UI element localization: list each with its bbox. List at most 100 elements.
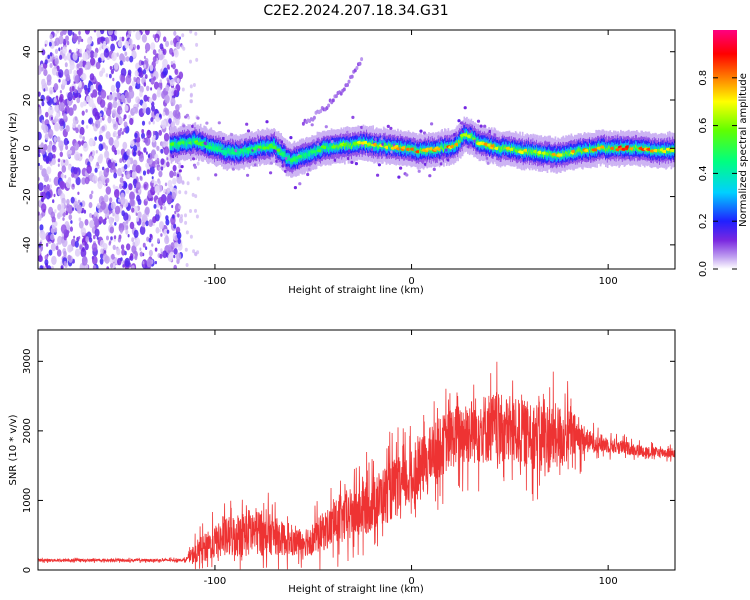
noise-blob [95,80,98,85]
noise-blob [184,190,188,195]
spectrogram-cell [192,136,195,143]
spectrogram-cell [566,151,568,155]
spectrogram-cell [548,152,551,156]
noise-blob [123,182,128,189]
noise-blob [39,224,44,231]
noise-blob [157,238,160,243]
noise-blob [145,50,148,54]
noise-blob [66,198,70,205]
noise-blob [81,256,88,266]
spectrogram-cell [606,148,609,152]
noise-blob [136,44,140,50]
noise-blob [38,131,42,141]
spectrogram-cell [502,145,505,151]
noise-blob [124,257,131,268]
noise-blob [67,230,70,234]
noise-blob [107,215,110,220]
noise-blob [57,158,61,163]
noise-blob [143,55,146,60]
noise-blob [58,78,61,83]
noise-blob [138,189,141,193]
spectrogram-cell [499,149,502,153]
noise-blob [141,213,148,223]
noise-blob [57,212,61,220]
noise-blob [177,238,181,245]
noise-blob [79,61,83,68]
spectrogram-cell [473,137,475,141]
noise-blob [98,134,104,142]
spectrogram-cell [500,146,503,150]
noise-blob [38,255,43,262]
spectrogram-cell [413,147,416,153]
noise-blob [107,30,114,36]
spectrogram-cell [578,149,581,153]
noise-blob [143,147,147,153]
noise-blob [87,87,91,93]
spectrogram-scatter [399,137,404,141]
noise-blob [148,237,152,243]
noise-blob [100,174,104,181]
spectrogram-cell [589,147,591,150]
noise-blob [125,187,130,194]
spectrogram-cell [443,148,445,152]
spectrogram-cell [608,145,611,152]
noise-blob [145,107,151,116]
noise-blob [149,64,154,72]
noise-blob [165,218,170,226]
noise-blob [97,57,102,64]
spectrogram-cell [210,143,213,149]
noise-blob [195,42,199,47]
noise-blob [70,100,73,104]
noise-blob [142,261,145,265]
noise-blob [172,63,176,70]
noise-blob [125,229,129,235]
spectrogram-cell [186,140,189,147]
spectrogram-scatter [330,139,335,144]
noise-blob [50,265,54,269]
noise-blob [60,207,65,214]
spectrogram-cell [503,144,505,151]
spectrogram-cell [528,149,531,156]
noise-blob [63,113,67,120]
noise-blob [178,190,182,195]
noise-blob [167,79,170,84]
noise-blob [104,145,108,151]
noise-blob [121,131,124,135]
noise-blob [78,217,82,222]
noise-blob [74,116,78,121]
noise-blob [122,264,125,268]
spectrogram-cell [350,142,352,146]
spectrogram-cell [459,140,462,144]
noise-blob [120,109,123,114]
noise-blob [80,227,87,237]
noise-blob [114,257,118,265]
spectrogram-scatter [284,156,289,161]
noise-blob [175,41,181,50]
spectrogram-cell [436,148,439,154]
noise-blob [99,99,106,108]
spectrogram-cell [551,153,553,157]
spectrogram-scatter [376,173,380,177]
noise-blob [115,81,121,89]
spectrogram-scatter [461,121,465,125]
spectrogram-cell [348,143,351,146]
noise-blob [173,49,179,58]
noise-blob [43,186,48,194]
faint-branch-point [312,115,316,120]
noise-blob [89,50,95,59]
noise-blob [168,111,174,120]
noise-blob [141,60,144,66]
noise-blob [44,59,48,65]
noise-blob [120,196,126,205]
spectrogram-cell [188,138,190,145]
spectrogram-cell [414,146,417,150]
spectrogram-cell [218,144,221,151]
noise-blob [49,52,53,57]
spectrogram-scatter [390,150,394,154]
spectrogram-peak [670,148,675,153]
noise-blob [139,247,142,251]
spectrogram-scatter [467,145,471,149]
noise-blob [95,150,98,154]
spectrogram-cell [459,140,461,144]
spectrogram-scatter [220,155,224,159]
